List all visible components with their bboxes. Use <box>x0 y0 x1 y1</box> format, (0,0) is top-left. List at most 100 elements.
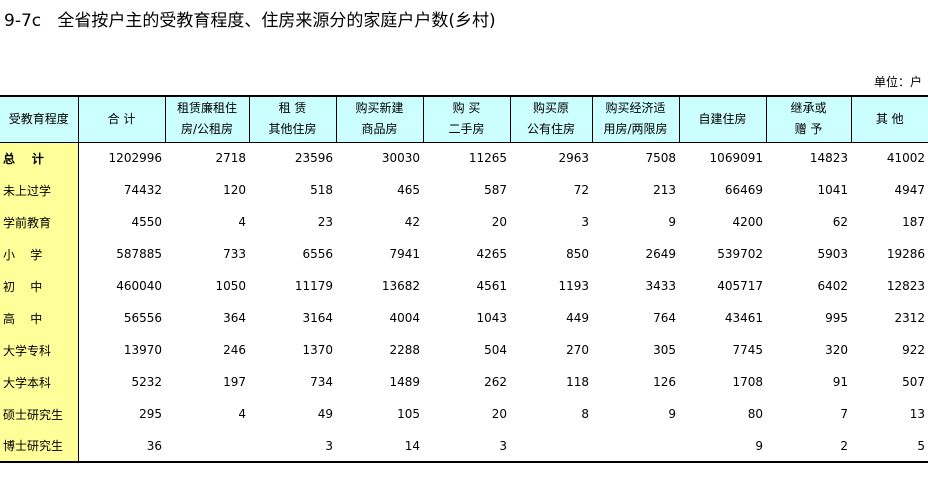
column-header: 购买原 公有住房 <box>509 95 592 143</box>
table-cell: 460040 <box>116 279 162 293</box>
table-cell: 539702 <box>717 247 763 261</box>
column-header: 租 赁 其他住房 <box>248 95 336 143</box>
table-cell: 4550 <box>131 215 162 229</box>
table-cell: 7941 <box>389 247 420 261</box>
row-label: 高 中 <box>0 302 79 334</box>
table-cell: 105 <box>397 407 420 421</box>
table-row: 高 中 56556 364 3164 4004 1043 449 764 43461 995 231… <box>0 302 928 334</box>
table-row: 大学专科 13970 246 1370 2288 504 270 305 7745 320 922 <box>0 334 928 366</box>
row-label: 大学专科 <box>0 334 79 366</box>
column-header: 受教育程度 <box>0 95 78 143</box>
table-cell: 4947 <box>894 183 925 197</box>
table-cell: 7 <box>840 407 848 421</box>
table-cell: 449 <box>566 311 589 325</box>
row-label: 未上过学 <box>0 174 79 206</box>
table-cell: 4561 <box>476 279 507 293</box>
table-cell: 72 <box>573 183 589 197</box>
table-cell: 1050 <box>215 279 246 293</box>
table-cell: 405717 <box>717 279 763 293</box>
table-cell: 6556 <box>302 247 333 261</box>
table-cell: 9 <box>668 215 676 229</box>
table-cell: 62 <box>832 215 848 229</box>
table-row: 未上过学 74432 120 518 465 587 72 213 66469 1041 4947 <box>0 174 928 206</box>
table-cell: 2 <box>766 430 851 463</box>
table-cell: 7745 <box>732 343 763 357</box>
table-body: 总 计 1202996 2718 23596 30030 11265 2963 7508 106… <box>0 142 928 463</box>
table-cell: 20 <box>491 215 507 229</box>
table-cell: 246 <box>223 343 246 357</box>
table-cell: 3 <box>581 215 589 229</box>
row-label: 学前教育 <box>0 206 79 238</box>
table-cell: 320 <box>825 343 848 357</box>
table-cell: 80 <box>747 407 763 421</box>
table-cell: 1370 <box>302 343 333 357</box>
column-header: 购买新建 商品房 <box>335 95 423 143</box>
table-cell: 587 <box>484 183 507 197</box>
page-title: 9-7c 全省按户主的受教育程度、住房来源分的家庭户户数(乡村) <box>4 11 496 31</box>
table-cell: 5903 <box>817 247 848 261</box>
table-cell: 74432 <box>123 183 162 197</box>
column-header: 购 买 二手房 <box>422 95 510 143</box>
table-cell: 118 <box>566 375 589 389</box>
column-header: 合 计 <box>77 95 165 143</box>
table-cell: 2718 <box>215 151 246 166</box>
header-row: 受教育程度合 计租赁廉租住 房/公租房租 赁 其他住房 购买新建 商品房购 买 二… <box>0 95 928 143</box>
table-cell: 995 <box>825 311 848 325</box>
table-cell: 9 <box>679 430 766 463</box>
table-cell: 49 <box>317 407 333 421</box>
table-cell: 56556 <box>123 311 162 325</box>
row-label: 硕士研究生 <box>0 398 79 430</box>
column-header: 购买经济适 用房/两限房 <box>591 95 679 143</box>
unit-label: 单位：户 <box>873 75 922 89</box>
table-cell: 7508 <box>645 151 676 166</box>
table-cell: 2312 <box>894 311 925 325</box>
table-cell: 2288 <box>389 343 420 357</box>
column-header: 自建住房 <box>678 95 766 143</box>
table-cell: 14 <box>336 430 423 463</box>
table-cell: 187 <box>902 215 925 229</box>
table-cell: 8 <box>581 407 589 421</box>
table-cell: 587885 <box>116 247 162 261</box>
table-cell: 262 <box>484 375 507 389</box>
table-cell: 36 <box>78 430 165 463</box>
table-cell: 197 <box>223 375 246 389</box>
table-cell: 4 <box>238 407 246 421</box>
table-cell: 364 <box>223 311 246 325</box>
table-cell: 3433 <box>645 279 676 293</box>
table-cell: 213 <box>653 183 676 197</box>
table-cell: 465 <box>397 183 420 197</box>
table-cell: 14823 <box>809 151 848 166</box>
table-cell: 41002 <box>886 151 925 166</box>
table-cell: 295 <box>139 407 162 421</box>
table-cell: 733 <box>223 247 246 261</box>
table-cell: 5232 <box>131 375 162 389</box>
table-cell <box>165 430 249 463</box>
table-cell: 270 <box>566 343 589 357</box>
table-cell: 4200 <box>732 215 763 229</box>
row-label: 大学本科 <box>0 366 79 398</box>
row-label: 总 计 <box>0 142 79 174</box>
table-cell: 30030 <box>381 151 420 166</box>
table-cell: 13 <box>909 407 925 421</box>
data-table: 受教育程度合 计租赁廉租住 房/公租房租 赁 其他住房 购买新建 商品房购 买 二… <box>0 95 928 463</box>
table-cell: 4004 <box>389 311 420 325</box>
table-cell: 734 <box>310 375 333 389</box>
column-header: 其 他 <box>850 95 928 143</box>
table-cell: 42 <box>404 215 420 229</box>
table-cell: 19286 <box>886 247 925 261</box>
table-cell: 6402 <box>817 279 848 293</box>
table-cell <box>592 430 679 463</box>
table-cell: 3164 <box>302 311 333 325</box>
table-cell: 922 <box>902 343 925 357</box>
table-cell: 23596 <box>294 151 333 166</box>
table-cell: 850 <box>566 247 589 261</box>
table-cell: 4265 <box>476 247 507 261</box>
table-cell: 120 <box>223 183 246 197</box>
column-header: 继承或 赠 予 <box>765 95 851 143</box>
row-label: 初 中 <box>0 270 79 302</box>
table-cell: 305 <box>653 343 676 357</box>
row-label: 小 学 <box>0 238 79 270</box>
table-cell: 1202996 <box>108 151 162 166</box>
table-cell: 1069091 <box>709 151 763 166</box>
table-cell: 13970 <box>123 343 162 357</box>
